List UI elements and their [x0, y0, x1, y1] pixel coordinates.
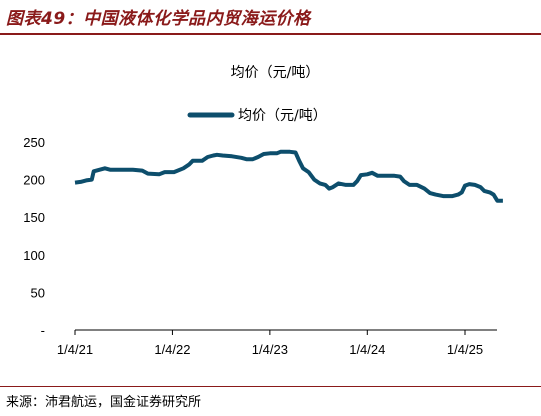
x-tick-label: 1/4/23 — [252, 342, 288, 357]
line-chart: 均价（元/吨） 均价（元/吨） - 50 100 150 200 250 1/4/21 1/4… — [23, 65, 503, 357]
figure-title: 图表49：中国液体化学品内贸海运价格 — [6, 9, 311, 29]
x-tick-label: 1/4/21 — [57, 342, 93, 357]
series-line — [74, 149, 503, 203]
x-tick-label: 1/4/22 — [154, 342, 190, 357]
y-tick-label: 250 — [23, 135, 45, 150]
axes: - 50 100 150 200 250 1/4/21 1/4/22 1/4/23 1/4/24 1… — [23, 135, 497, 357]
chart-title: 均价（元/吨） — [231, 65, 320, 81]
y-tick-label: 150 — [23, 210, 45, 225]
source-note: 来源：沛君航运，国金证券研究所 — [6, 395, 202, 410]
x-tick-label: 1/4/25 — [447, 342, 483, 357]
source-divider — [0, 386, 541, 387]
y-tick-label: 50 — [31, 285, 45, 300]
series-marks — [74, 149, 503, 203]
title-divider — [0, 33, 541, 35]
x-tick-label: 1/4/24 — [349, 342, 385, 357]
y-tick-label: - — [41, 323, 45, 338]
y-tick-label: 200 — [23, 173, 45, 188]
legend-label: 均价（元/吨） — [238, 108, 327, 124]
legend: 均价（元/吨） — [187, 108, 327, 124]
y-tick-label: 100 — [23, 248, 45, 263]
